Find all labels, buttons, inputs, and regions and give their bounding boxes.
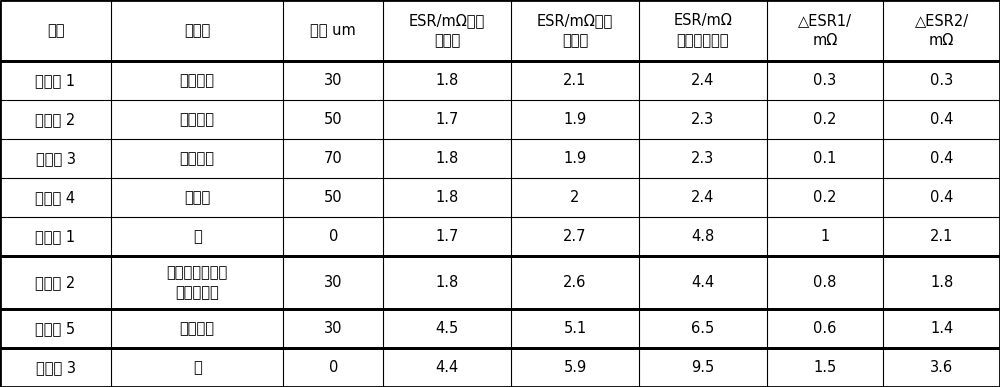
Text: 0.4: 0.4 xyxy=(930,112,953,127)
Text: 氟碳树脂: 氟碳树脂 xyxy=(180,73,215,88)
Text: 4.4: 4.4 xyxy=(436,360,459,375)
Text: 实施例 2: 实施例 2 xyxy=(35,112,76,127)
Text: 1.8: 1.8 xyxy=(436,73,459,88)
Text: 4.5: 4.5 xyxy=(436,321,459,336)
Text: 2.3: 2.3 xyxy=(691,151,714,166)
Text: 0: 0 xyxy=(329,229,338,244)
Text: 5.1: 5.1 xyxy=(563,321,587,336)
Text: 9.5: 9.5 xyxy=(691,360,714,375)
Text: 2: 2 xyxy=(570,190,580,205)
Text: 2.4: 2.4 xyxy=(691,190,714,205)
Text: 0.8: 0.8 xyxy=(813,275,837,290)
Text: 5.9: 5.9 xyxy=(563,360,587,375)
Text: 1.4: 1.4 xyxy=(930,321,953,336)
Text: 2.7: 2.7 xyxy=(563,229,587,244)
Text: 无: 无 xyxy=(193,360,202,375)
Text: 0.2: 0.2 xyxy=(813,190,837,205)
Text: 1.8: 1.8 xyxy=(436,275,459,290)
Text: 1.7: 1.7 xyxy=(436,229,459,244)
Text: 氟碳树脂: 氟碳树脂 xyxy=(180,151,215,166)
Text: 2.1: 2.1 xyxy=(930,229,953,244)
Text: 氟碳树脂: 氟碳树脂 xyxy=(180,321,215,336)
Text: 2.3: 2.3 xyxy=(691,112,714,127)
Text: 3.6: 3.6 xyxy=(930,360,953,375)
Text: 2.6: 2.6 xyxy=(563,275,587,290)
Text: 30: 30 xyxy=(324,73,343,88)
Text: 缓冲层: 缓冲层 xyxy=(184,23,210,38)
Text: 1.8: 1.8 xyxy=(436,151,459,166)
Text: 氟碳树脂，涂布
一半阴极层: 氟碳树脂，涂布 一半阴极层 xyxy=(167,265,228,300)
Text: 0.4: 0.4 xyxy=(930,190,953,205)
Text: 70: 70 xyxy=(324,151,343,166)
Text: 4.4: 4.4 xyxy=(691,275,714,290)
Text: 实施例 1: 实施例 1 xyxy=(35,73,76,88)
Text: 50: 50 xyxy=(324,190,343,205)
Text: 1.9: 1.9 xyxy=(563,112,587,127)
Text: 4.8: 4.8 xyxy=(691,229,714,244)
Text: 2.4: 2.4 xyxy=(691,73,714,88)
Text: 实施例 5: 实施例 5 xyxy=(35,321,76,336)
Text: 30: 30 xyxy=(324,275,343,290)
Text: △ESR1/
mΩ: △ESR1/ mΩ xyxy=(798,13,852,48)
Text: 2.1: 2.1 xyxy=(563,73,587,88)
Text: 1.7: 1.7 xyxy=(436,112,459,127)
Text: 1.5: 1.5 xyxy=(813,360,837,375)
Text: 0.4: 0.4 xyxy=(930,151,953,166)
Text: 1.9: 1.9 xyxy=(563,151,587,166)
Text: 0.2: 0.2 xyxy=(813,112,837,127)
Text: 厚度 um: 厚度 um xyxy=(310,23,356,38)
Text: 1.8: 1.8 xyxy=(436,190,459,205)
Text: 项目: 项目 xyxy=(47,23,64,38)
Text: 1: 1 xyxy=(820,229,830,244)
Text: ESR/mΩ（封
装后）: ESR/mΩ（封 装后） xyxy=(537,13,613,48)
Text: 对比例 1: 对比例 1 xyxy=(35,229,76,244)
Text: △ESR2/
mΩ: △ESR2/ mΩ xyxy=(915,13,969,48)
Text: 0: 0 xyxy=(329,360,338,375)
Text: 50: 50 xyxy=(324,112,343,127)
Text: ESR/mΩ（封
装前）: ESR/mΩ（封 装前） xyxy=(409,13,485,48)
Text: 30: 30 xyxy=(324,321,343,336)
Text: 0.3: 0.3 xyxy=(813,73,837,88)
Text: 硅树脂: 硅树脂 xyxy=(184,190,210,205)
Text: 0.3: 0.3 xyxy=(930,73,953,88)
Text: 对比例 3: 对比例 3 xyxy=(36,360,76,375)
Text: 氟碳树脂: 氟碳树脂 xyxy=(180,112,215,127)
Text: ESR/mΩ
（回流焊后）: ESR/mΩ （回流焊后） xyxy=(673,13,732,48)
Text: 对比例 2: 对比例 2 xyxy=(35,275,76,290)
Text: 0.6: 0.6 xyxy=(813,321,837,336)
Text: 1.8: 1.8 xyxy=(930,275,953,290)
Text: 6.5: 6.5 xyxy=(691,321,714,336)
Text: 实施例 4: 实施例 4 xyxy=(35,190,76,205)
Text: 0.1: 0.1 xyxy=(813,151,837,166)
Text: 无: 无 xyxy=(193,229,202,244)
Text: 实施例 3: 实施例 3 xyxy=(36,151,76,166)
